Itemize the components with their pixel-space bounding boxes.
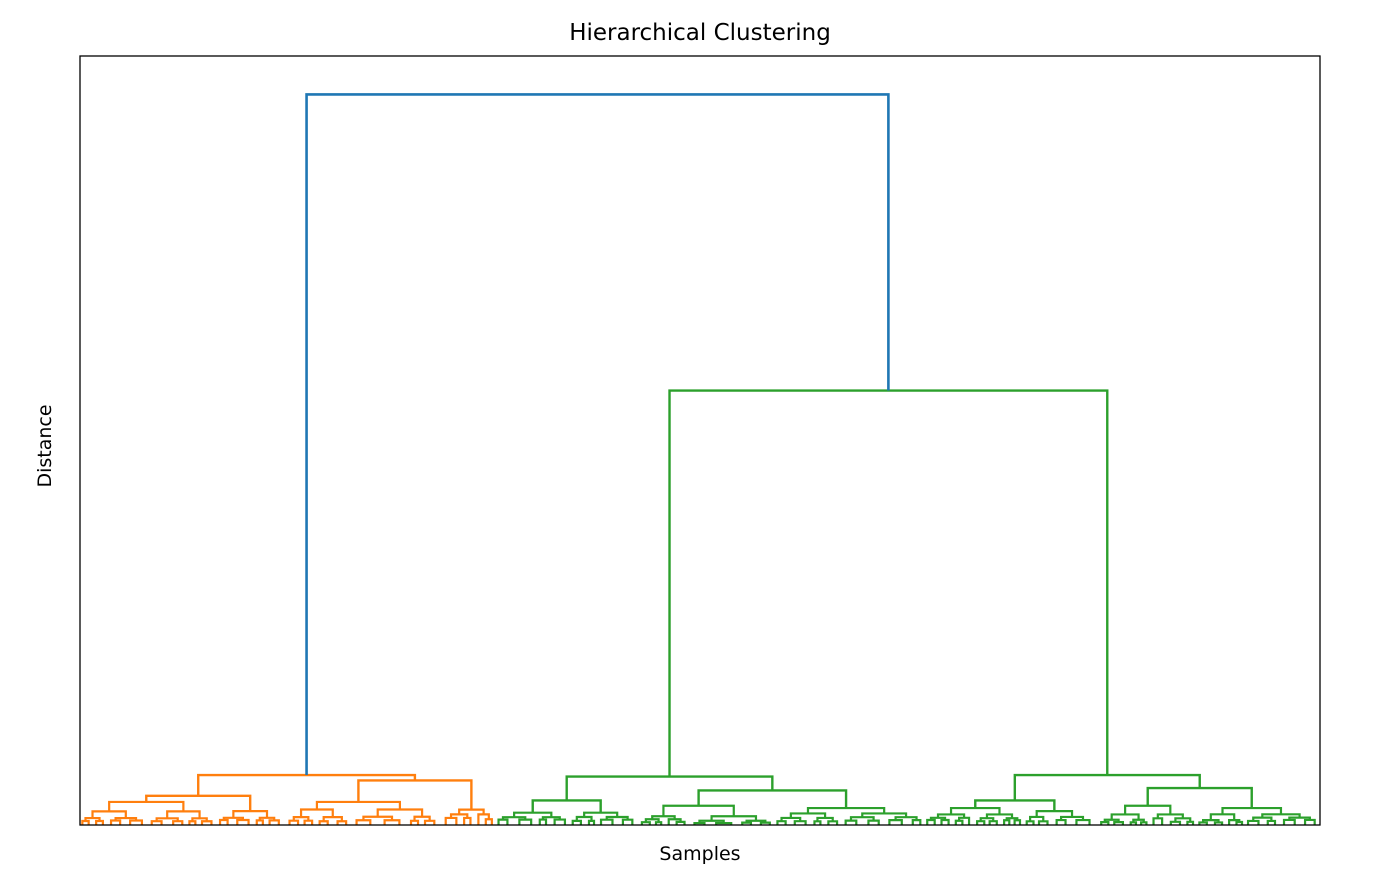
green-b2rr-link: [1075, 818, 1091, 825]
green-a3lrr-link: [675, 820, 686, 825]
green-b1rr-link: [1005, 817, 1019, 821]
green-subcluster-a-link: [565, 775, 774, 801]
green-a1rr-link: [553, 818, 567, 825]
orange-crll-link: [355, 819, 372, 825]
orange-dr-link: [477, 813, 490, 825]
y-axis-label: Distance: [34, 404, 56, 487]
orange-cllr-link: [303, 819, 314, 825]
green-b2ll-link: [1025, 820, 1035, 825]
root-link: [305, 93, 890, 776]
green-b1lll-link: [926, 818, 936, 825]
green-b2rl-link: [1055, 818, 1067, 825]
green-b1llr-link: [940, 818, 950, 825]
x-axis-label: Samples: [659, 843, 740, 865]
green-b12-link: [974, 799, 1056, 812]
green-cluster-link: [668, 389, 1109, 777]
dendrogram-links: [81, 93, 1316, 825]
green-a4lrl-link: [813, 820, 822, 825]
orange-arrl-link: [188, 820, 197, 825]
orange-crrl-link: [409, 819, 420, 825]
orange-crlr-link: [383, 819, 401, 825]
orange-arll-link: [150, 820, 163, 825]
orange-c-link: [315, 800, 402, 810]
green-a2rr-link: [621, 818, 634, 825]
green-b3-link: [1124, 804, 1172, 815]
green-a1ll-link: [497, 818, 509, 825]
green-a3l-link: [651, 815, 676, 820]
green-a4rr-link: [894, 816, 918, 821]
orange-cluster-link: [197, 773, 417, 796]
orange-cl-link: [299, 808, 334, 818]
green-a3lr-link: [667, 818, 682, 825]
chart-title: Hierarchical Clustering: [569, 20, 831, 46]
green-a2rl-link: [599, 818, 614, 825]
orange-brl-link: [255, 819, 264, 825]
green-b1ll-link: [929, 816, 947, 820]
green-a4rrl-link: [888, 819, 903, 825]
orange-drr-link: [484, 818, 493, 825]
orange-alrl-link: [109, 819, 122, 825]
green-b4rrr-link: [1303, 818, 1316, 825]
green-a4rlr-link: [867, 819, 880, 825]
orange-left-link: [145, 794, 252, 812]
green-b4lrr-link: [1235, 820, 1244, 825]
green-a3rrr-link: [759, 821, 771, 825]
green-b2lr-link: [1037, 820, 1049, 825]
green-a3ll-link: [644, 818, 660, 823]
green-b3rr-link: [1174, 817, 1192, 822]
orange-arlr-link: [172, 820, 184, 825]
green-a4rl-link: [849, 816, 875, 821]
green-b4r-link: [1261, 813, 1301, 818]
orange-bll-link: [218, 818, 229, 825]
orange-clll-link: [288, 819, 300, 825]
green-a3rr-link: [745, 819, 767, 823]
green-a4rrr-link: [911, 819, 922, 825]
green-b4rll-link: [1246, 819, 1260, 825]
orange-crrr-link: [423, 819, 436, 825]
green-a3rl-link: [698, 819, 725, 824]
orange-dll-link: [444, 816, 458, 825]
green-b4l-link: [1209, 813, 1236, 821]
green-a3r-link: [710, 815, 758, 821]
green-a3-link: [662, 804, 735, 817]
green-b1rrr-link: [1013, 819, 1022, 825]
orange-dl-link: [449, 813, 469, 818]
green-a1rl-link: [538, 818, 548, 825]
green-b4rrl-link: [1282, 818, 1296, 825]
orange-blr-link: [236, 818, 250, 825]
orange-a-link: [108, 800, 185, 812]
green-a4rll-link: [844, 819, 858, 825]
green-b1rrl-link: [1003, 819, 1011, 825]
green-b1rl-link: [979, 817, 995, 822]
green-a1lr-link: [518, 818, 533, 825]
green-b3lrl-link: [1129, 821, 1138, 825]
orange-alrr-link: [129, 819, 144, 825]
green-a4lrr-link: [827, 820, 839, 825]
green-b3rl-link: [1152, 817, 1164, 825]
orange-arrr-link: [200, 820, 213, 825]
orange-brr-link: [268, 819, 280, 825]
green-b1lr-link: [958, 816, 971, 825]
plot-frame: [79, 55, 1321, 826]
green-b3lrr-link: [1140, 821, 1148, 825]
green-b4rlr-link: [1266, 819, 1277, 825]
green-a12-link: [531, 799, 602, 813]
orange-dlr-link: [463, 816, 472, 825]
green-a3rrl-link: [741, 821, 753, 825]
orange-right-link: [357, 779, 473, 810]
